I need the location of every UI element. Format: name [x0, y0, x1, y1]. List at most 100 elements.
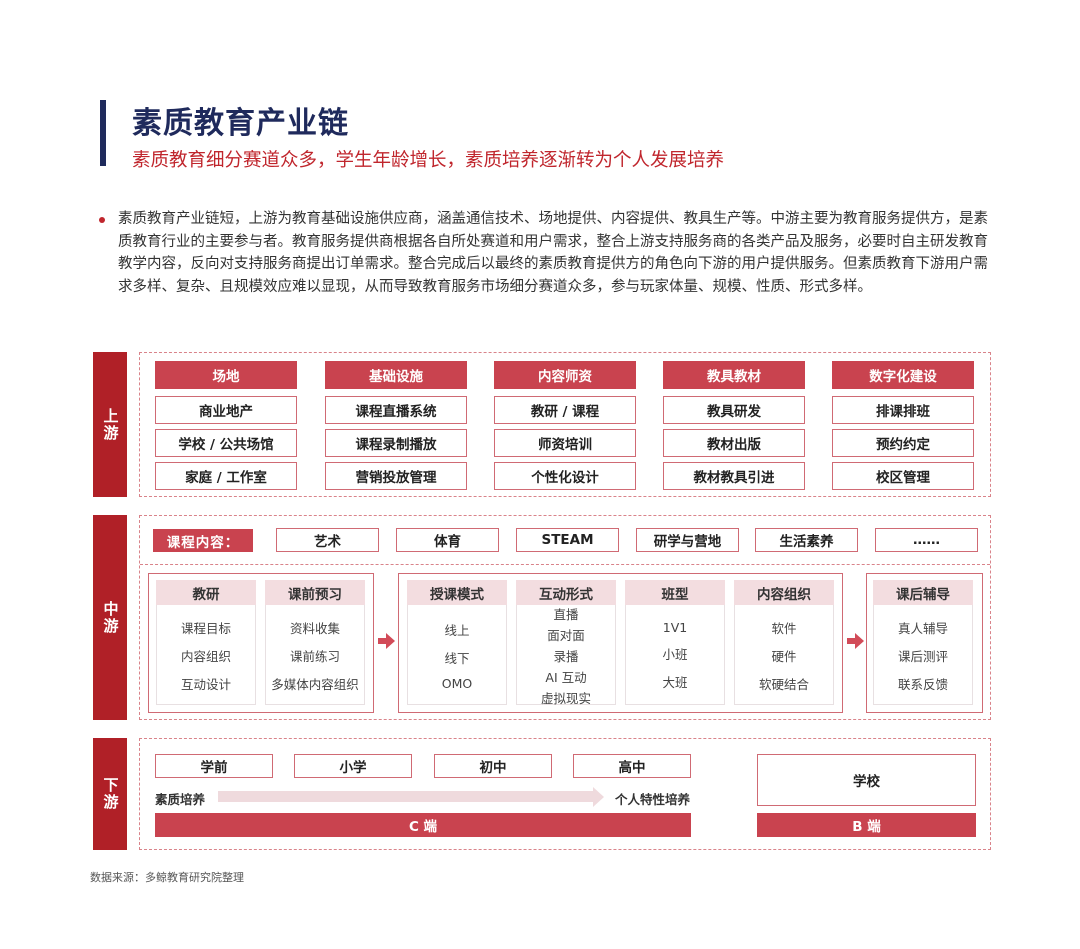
- midstream-column-header: 课前预习: [265, 580, 365, 605]
- upstream-item: 排课排班: [832, 396, 974, 424]
- course-tag: 艺术: [276, 528, 379, 552]
- after-class-group: [866, 573, 983, 713]
- midstream-item: 课程目标: [180, 620, 231, 636]
- stage-box: 学前: [155, 754, 273, 778]
- midstream-column-header: 教研: [156, 580, 256, 605]
- course-tag: 体育: [396, 528, 499, 552]
- downstream-label: 下游: [93, 738, 127, 850]
- midstream-item: 硬件: [771, 648, 797, 664]
- midstream-divider: [140, 564, 990, 565]
- upstream-item: 教材出版: [663, 429, 805, 457]
- midstream-item: 线上: [444, 622, 470, 638]
- upstream-box: [139, 352, 991, 497]
- midstream-item: 软硬结合: [758, 676, 809, 692]
- page-subtitle: 素质教育细分赛道众多，学生年龄增长，素质培养逐渐转为个人发展培养: [132, 150, 725, 171]
- upstream-item: 家庭 / 工作室: [155, 462, 297, 490]
- b-end-bar: B 端: [757, 813, 976, 837]
- upstream-item: 课程录制播放: [325, 429, 467, 457]
- midstream-column: 班型 1V1 小班大班: [625, 580, 725, 705]
- c-end-bar: C 端: [155, 813, 691, 837]
- upstream-item: 教具研发: [663, 396, 805, 424]
- midstream-item: 联系反馈: [897, 676, 948, 692]
- school-box: 学校: [757, 754, 976, 806]
- midstream-item: 资料收集: [289, 620, 340, 636]
- midstream-column: 教研课程目标内容组织互动设计: [156, 580, 256, 705]
- course-tag: 生活素养: [755, 528, 858, 552]
- upstream-item: 教材教具引进: [663, 462, 805, 490]
- midstream-item: 线下: [444, 650, 470, 666]
- midstream-column: 内容组织软件硬件软硬结合: [734, 580, 834, 705]
- arrow-right-icon: [847, 633, 864, 649]
- upstream-header: 场地: [155, 361, 297, 389]
- research-group: [148, 573, 374, 713]
- description-paragraph: 素质教育产业链短，上游为教育基础设施供应商，涵盖通信技术、场地提供、内容提供、教…: [118, 211, 988, 295]
- midstream-column-items: 1V1 小班大班: [625, 605, 725, 705]
- midstream-column-header: 授课模式: [407, 580, 507, 605]
- upstream-item: 商业地产: [155, 396, 297, 424]
- midstream-box: [139, 515, 991, 720]
- title-accent-bar: [100, 100, 106, 166]
- midstream-item: 课后测评: [897, 648, 948, 664]
- midstream-item: 直播: [553, 606, 579, 622]
- midstream-item: 小班: [662, 646, 688, 662]
- arrow-end-label: 个人特性培养: [615, 792, 691, 807]
- upstream-item: 预约约定: [832, 429, 974, 457]
- arrow-start-label: 素质培养: [155, 792, 206, 807]
- progress-arrow-icon: [593, 787, 604, 807]
- midstream-item: OMO: [441, 675, 473, 691]
- upstream-item: 校区管理: [832, 462, 974, 490]
- midstream-item: 录播: [553, 648, 579, 664]
- midstream-column-header: 课后辅导: [873, 580, 973, 605]
- course-tag: 研学与营地: [636, 528, 739, 552]
- upstream-item: 学校 / 公共场馆: [155, 429, 297, 457]
- midstream-column-header: 班型: [625, 580, 725, 605]
- midstream-item: 内容组织: [180, 648, 231, 664]
- midstream-column-items: 软件 硬件 软硬结合: [734, 605, 834, 705]
- midstream-column-items: 线上线下 OMO: [407, 605, 507, 705]
- midstream-item: AI 互动: [545, 669, 587, 685]
- course-tag: STEAM: [516, 528, 619, 552]
- stage-box: 初中: [434, 754, 552, 778]
- midstream-column: 授课模式线上线下 OMO: [407, 580, 507, 705]
- midstream-label: 中游: [93, 515, 127, 720]
- arrow-right-icon: [378, 633, 395, 649]
- bullet-icon: [99, 217, 105, 223]
- midstream-item: 大班: [662, 674, 688, 690]
- source-note: 数据来源：多鲸教育研究院整理: [90, 871, 244, 884]
- upstream-header: 基础设施: [325, 361, 467, 389]
- midstream-item: 课前练习: [289, 648, 340, 664]
- midstream-column-items: 资料收集课前练习多媒体内容组织: [265, 605, 365, 705]
- midstream-column-header: 内容组织: [734, 580, 834, 605]
- midstream-item: 软件: [771, 620, 797, 636]
- progress-arrow-stem: [218, 791, 593, 802]
- midstream-column-items: 真人辅导课后测评联系反馈: [873, 605, 973, 705]
- midstream-item: 多媒体内容组织: [271, 676, 359, 692]
- upstream-item: 课程直播系统: [325, 396, 467, 424]
- midstream-item: 互动设计: [180, 676, 231, 692]
- course-content-label: 课程内容：: [153, 529, 253, 552]
- midstream-column: 课后辅导真人辅导课后测评联系反馈: [873, 580, 973, 705]
- upstream-header: 教具教材: [663, 361, 805, 389]
- midstream-item: 真人辅导: [897, 620, 948, 636]
- midstream-column-items: 课程目标内容组织互动设计: [156, 605, 256, 705]
- midstream-column-header: 互动形式: [516, 580, 616, 605]
- midstream-item: 面对面: [547, 627, 585, 643]
- midstream-column-items: 直播面对面录播 AI 互动虚拟现实: [516, 605, 616, 706]
- upstream-label: 上游: [93, 352, 127, 497]
- upstream-item: 师资培训: [494, 429, 636, 457]
- upstream-item: 个性化设计: [494, 462, 636, 490]
- course-tag: ……: [875, 528, 978, 552]
- upstream-header: 数字化建设: [832, 361, 974, 389]
- stage-box: 高中: [573, 754, 691, 778]
- stage-box: 小学: [294, 754, 412, 778]
- page-title: 素质教育产业链: [132, 106, 349, 141]
- midstream-item: 1V1: [662, 619, 688, 635]
- midstream-item: 虚拟现实: [540, 690, 591, 706]
- upstream-item: 营销投放管理: [325, 462, 467, 490]
- midstream-column: 课前预习资料收集课前练习多媒体内容组织: [265, 580, 365, 705]
- downstream-box: [139, 738, 991, 850]
- midstream-column: 互动形式 直播面对面录播 AI 互动虚拟现实: [516, 580, 616, 706]
- teaching-group: [398, 573, 843, 713]
- upstream-item: 教研 / 课程: [494, 396, 636, 424]
- upstream-header: 内容师资: [494, 361, 636, 389]
